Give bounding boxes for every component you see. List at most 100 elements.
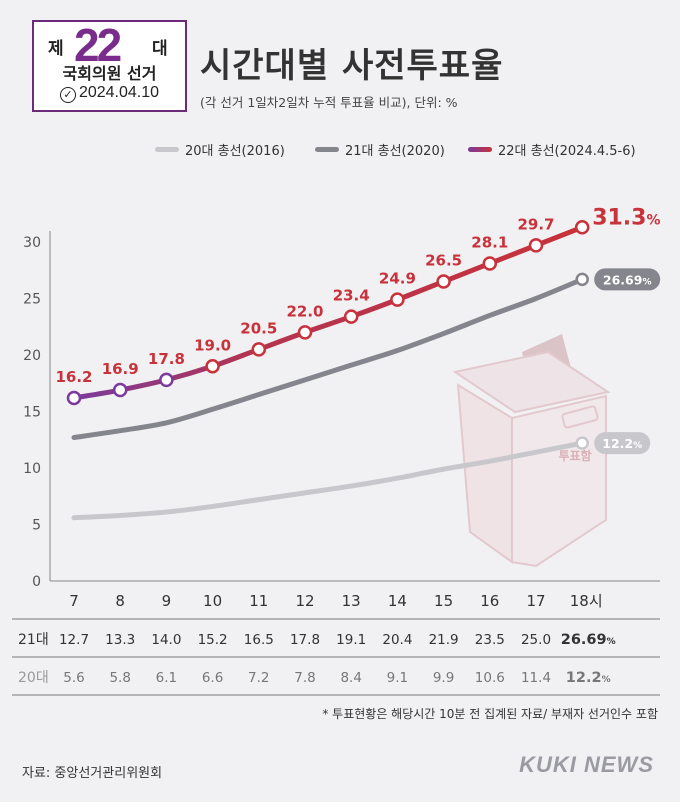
series-20-line — [71, 440, 585, 521]
x-tick-label: 18시 — [570, 592, 603, 610]
series-20-end-value: 12.2 — [602, 436, 633, 451]
series-22-data-label: 23.4 — [333, 287, 370, 305]
series-22-end-unit: % — [646, 212, 660, 228]
table-cell: 9.9 — [433, 670, 454, 686]
logo-prefix: 제 — [48, 39, 64, 59]
series-22-point — [343, 309, 359, 324]
series-22-point — [251, 342, 267, 357]
series-21-end-value: 26.69 — [603, 272, 643, 287]
series-20-end-badge — [594, 432, 651, 455]
series-22-data-label: 24.9 — [379, 270, 416, 288]
series-22-point — [574, 220, 590, 235]
table-cell-value: 9.1 — [387, 670, 408, 686]
series-22-data-label: 22.0 — [286, 302, 323, 320]
table-cell: 8.4 — [340, 670, 361, 686]
table-cell: 26.69% — [561, 632, 616, 648]
logo-date: 2024.04.10 — [78, 84, 160, 101]
table-cell: 19.1 — [336, 632, 366, 648]
table-cell: 11.4 — [521, 670, 551, 686]
legend-label-20: 20대 총선(2016) — [185, 144, 285, 159]
table-cell-value: 20.4 — [382, 632, 412, 648]
page-subtitle: (각 선거 1일차2일차 누적 투표율 비교), 단위: % — [200, 95, 458, 110]
table-cell-value: 7.8 — [294, 670, 315, 686]
legend-swatch-21 — [315, 147, 339, 152]
table-cell: 6.6 — [202, 670, 223, 686]
series-22-point — [112, 382, 128, 398]
table-cell-value: 12.2 — [566, 670, 602, 686]
series-22-data-label: 29.7 — [517, 215, 554, 233]
table-cell-value: 23.5 — [475, 632, 505, 648]
x-tick-label: 9 — [162, 592, 172, 610]
logo-suffix: 대 — [152, 39, 168, 59]
table-cell-value: 10.6 — [475, 670, 505, 686]
legend-item-21: 21대 총선(2020) — [315, 140, 445, 159]
x-tick-label: 14 — [388, 592, 407, 610]
series-20-end-unit: % — [633, 441, 642, 451]
table-cell-value: 25.0 — [521, 632, 551, 648]
y-tick-label: 25 — [23, 292, 41, 308]
series-22-point — [66, 390, 82, 406]
y-tick-label: 5 — [32, 518, 41, 534]
ballot-box-label: 투표함 — [558, 448, 591, 463]
table-cell-value: 5.8 — [109, 670, 130, 686]
table-cell: 17.8 — [290, 632, 320, 648]
table-cell: 23.5 — [475, 632, 505, 648]
table-cell-unit: % — [602, 675, 611, 685]
election-logo: 제 22 대 국회의원 선거 ✓ 2024.04.10 — [32, 19, 187, 112]
series-22-point — [297, 325, 313, 340]
y-tick-label: 10 — [23, 461, 41, 477]
x-tick-label: 7 — [69, 592, 79, 610]
series-22-point — [205, 359, 220, 374]
legend-swatch-22 — [468, 147, 492, 152]
series-22-point — [159, 372, 174, 388]
table-cell: 14.0 — [151, 632, 181, 648]
series-22-data-label: 19.0 — [194, 336, 231, 354]
page-title: 시간대별 사전투표율 — [200, 46, 504, 86]
table-cell-value: 13.3 — [105, 632, 135, 648]
table-cell-value: 6.6 — [202, 670, 223, 686]
series-22-data-label: 16.2 — [55, 368, 92, 386]
x-tick-label: 15 — [434, 592, 453, 610]
table-cell-value: 15.2 — [198, 632, 228, 648]
table-cell: 9.1 — [387, 670, 408, 686]
table-cell: 7.2 — [248, 670, 269, 686]
x-tick-label: 10 — [203, 592, 222, 610]
brand-logo: KUKI NEWS — [519, 752, 654, 777]
source-credit: 자료: 중앙선거관리위원회 — [22, 766, 163, 781]
series-21-end-badge — [594, 268, 661, 291]
table-cell: 12.7 — [59, 632, 89, 648]
table-cell: 13.3 — [105, 632, 135, 648]
circle-check-icon: ✓ — [59, 87, 76, 103]
series-21-end-point — [575, 272, 589, 287]
ballot-box-icon — [452, 334, 611, 568]
x-tick-label: 16 — [480, 592, 499, 610]
y-tick-label: 20 — [23, 348, 41, 364]
series-21-end-label: 26.69% — [603, 272, 652, 287]
x-tick-label: 17 — [526, 592, 545, 610]
logo-subtitle: 국회의원 선거 — [62, 64, 157, 83]
table-cell: 5.8 — [109, 670, 130, 686]
x-tick-label: 13 — [342, 592, 361, 610]
table-cell: 16.5 — [244, 632, 274, 648]
table-cell-value: 6.1 — [156, 670, 177, 686]
table-cell-value: 19.1 — [336, 632, 366, 648]
y-tick-label: 15 — [23, 405, 41, 421]
y-tick-label: 0 — [32, 574, 41, 590]
series-22-point — [528, 238, 544, 253]
chart-legend: 20대 총선(2016) 21대 총선(2020) 22대 총선(2024.4.… — [0, 140, 680, 160]
table-row-label: 21대 — [18, 632, 49, 648]
legend-label-21: 21대 총선(2020) — [345, 144, 445, 159]
series-20-end-point — [575, 436, 589, 450]
logo-number: 22 — [74, 19, 122, 71]
x-tick-label: 11 — [249, 592, 268, 610]
table-cell-value: 7.2 — [248, 670, 269, 686]
series-22-point — [436, 274, 451, 289]
table-cell: 10.6 — [475, 670, 505, 686]
ballot-box-handle — [561, 405, 599, 429]
series-21-end-unit: % — [642, 277, 651, 287]
series-22-data-label: 20.5 — [240, 319, 277, 337]
legend-swatch-20 — [155, 147, 179, 152]
y-tick-label: 30 — [23, 235, 41, 251]
table-cell: 21.9 — [429, 632, 459, 648]
